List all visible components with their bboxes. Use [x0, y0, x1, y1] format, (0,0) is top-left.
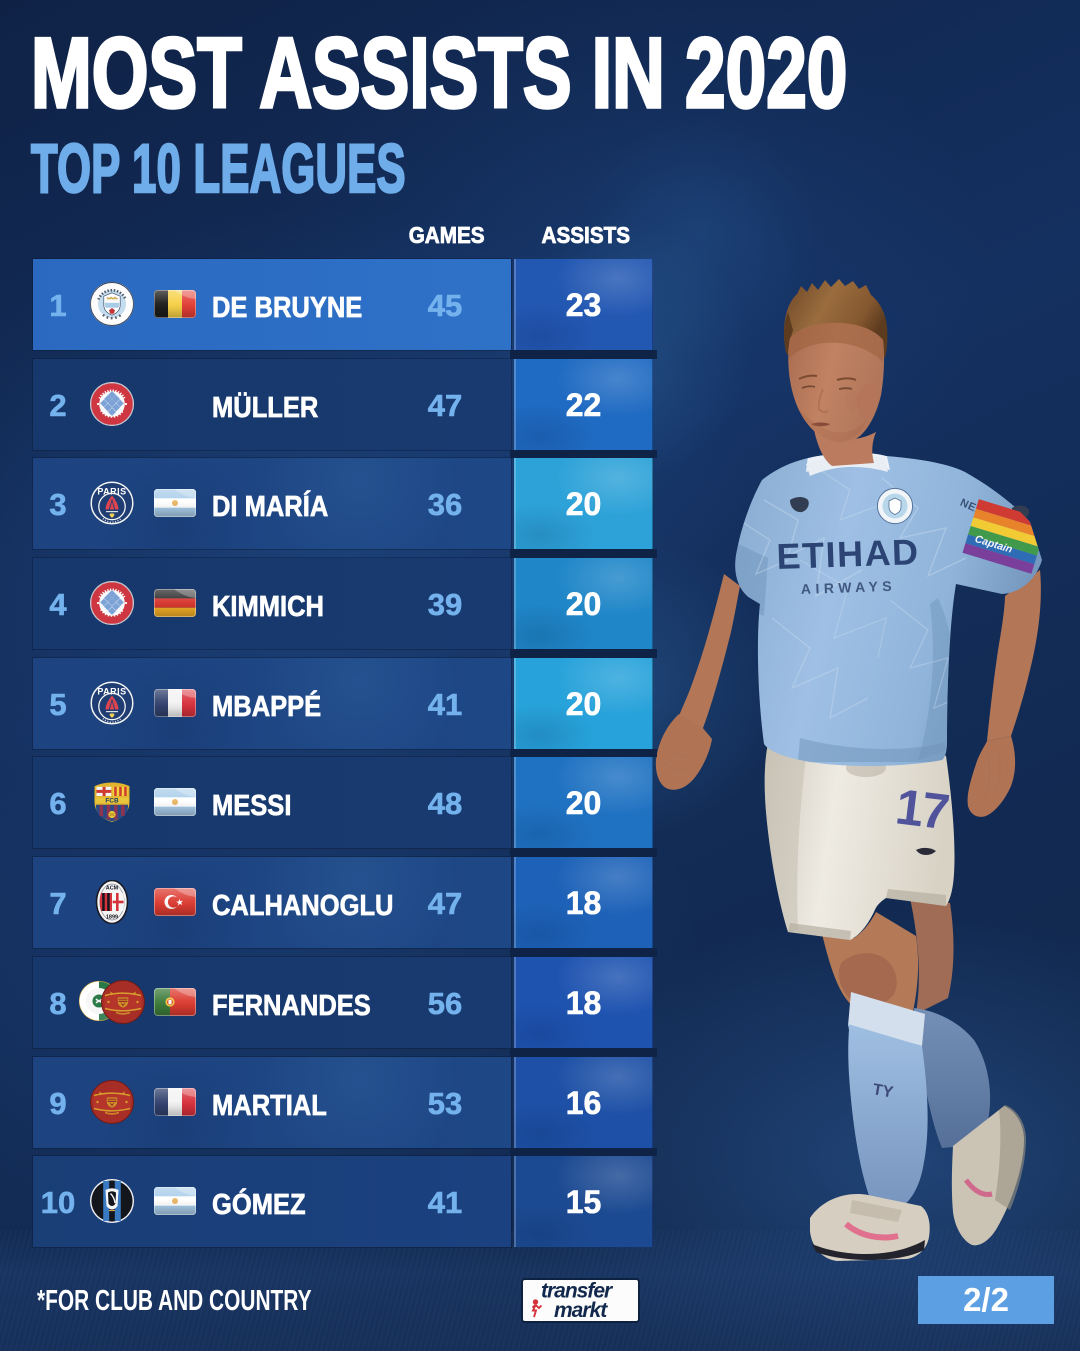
svg-text:ACM: ACM [106, 886, 119, 892]
svg-text:AIRWAYS: AIRWAYS [801, 578, 897, 597]
svg-text:17: 17 [893, 778, 951, 840]
svg-text:PARIS: PARIS [97, 487, 126, 497]
svg-text:markt: markt [554, 1299, 608, 1321]
svg-text:ETIHAD: ETIHAD [776, 531, 920, 577]
svg-text:transfer: transfer [541, 1280, 614, 1303]
svg-text:FCB: FCB [105, 798, 119, 805]
svg-text:1899: 1899 [106, 915, 118, 921]
svg-text:PARIS: PARIS [97, 687, 126, 697]
svg-text:TY: TY [871, 1081, 894, 1101]
